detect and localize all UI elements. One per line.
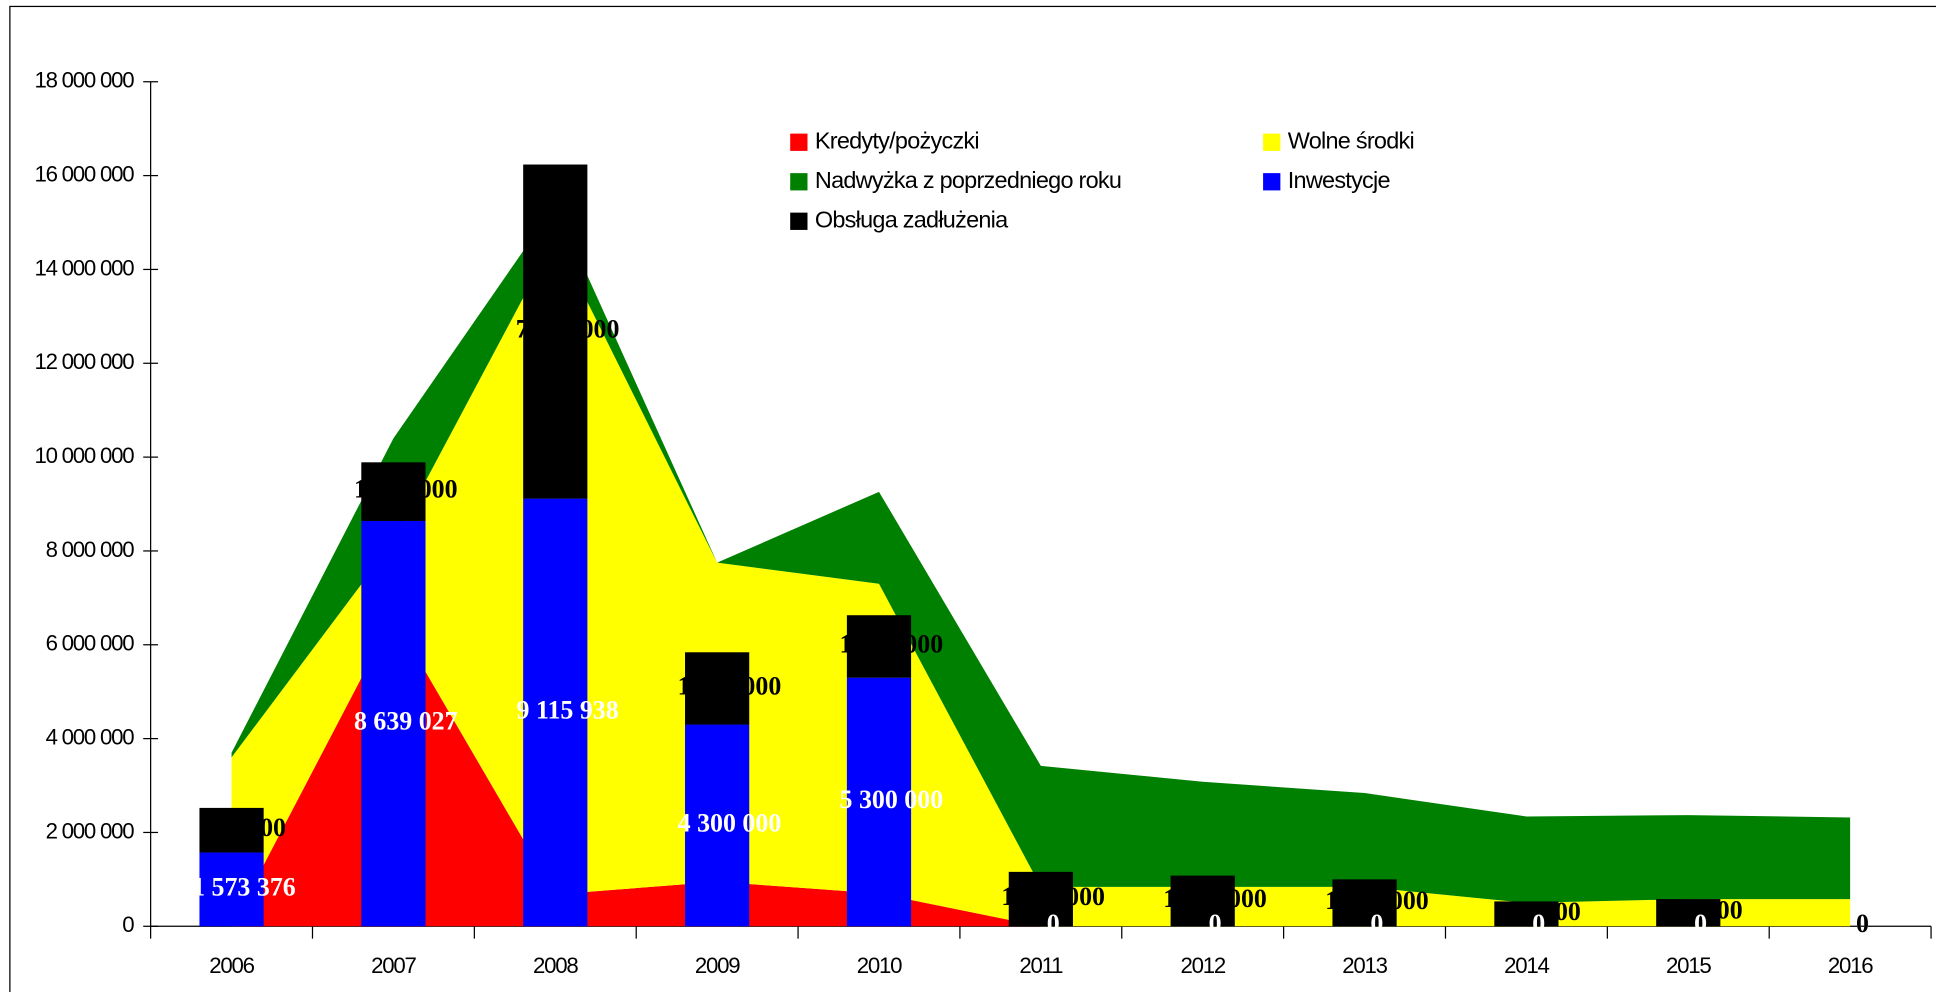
y-tick-label: 8 000 000 <box>46 537 135 562</box>
bar <box>523 164 588 499</box>
data-label: 1 540 000 <box>678 671 782 700</box>
bar <box>846 615 912 678</box>
data-label: 580 000 <box>1659 896 1743 925</box>
legend-swatch <box>790 133 808 151</box>
x-tick-label: 2016 <box>1828 953 1873 978</box>
data-label: 1 160 000 <box>1001 882 1105 911</box>
legend-label: Obsługa zadłużenia <box>815 206 1009 232</box>
bar <box>361 520 426 927</box>
legend-swatch <box>1263 173 1281 191</box>
data-label: 0 <box>1532 909 1545 938</box>
data-label: 4 300 000 <box>678 808 782 837</box>
y-tick-label: 10 000 000 <box>34 443 134 468</box>
data-label: 1 080 000 <box>1163 884 1267 913</box>
area <box>231 237 1851 927</box>
y-tick-label: 0 <box>122 912 134 937</box>
data-label: 0 <box>1047 909 1060 938</box>
bar <box>1656 899 1721 927</box>
area <box>231 204 1851 903</box>
bar <box>1008 871 1073 927</box>
data-label: 0 <box>1209 909 1222 938</box>
data-label: 1 000 000 <box>1325 886 1429 915</box>
bar <box>1170 875 1235 927</box>
y-tick-label: 4 000 000 <box>46 724 135 749</box>
data-label: 5 300 000 <box>840 785 944 814</box>
x-tick-label: 2007 <box>371 953 416 978</box>
data-label: 0 <box>1370 909 1383 938</box>
y-tick-label: 12 000 000 <box>34 349 134 374</box>
y-tick-label: 18 000 000 <box>34 68 134 93</box>
bar <box>199 807 264 853</box>
bar <box>685 724 750 927</box>
data-label: 0 <box>1856 909 1869 938</box>
data-label: 1 330 000 <box>840 629 944 658</box>
x-tick-label: 2014 <box>1504 953 1549 978</box>
bar <box>1332 879 1397 927</box>
legend-label: Kredyty/pożyczki <box>815 127 979 153</box>
data-label: 9 115 938 <box>517 695 619 724</box>
bar <box>1494 901 1559 927</box>
x-tick-label: 2011 <box>1019 953 1063 978</box>
legend-label: Inwestycje <box>1288 167 1390 193</box>
x-tick-label: 2010 <box>857 953 902 978</box>
x-tick-label: 2009 <box>695 953 740 978</box>
data-label: 1 573 376 <box>192 872 296 901</box>
frame <box>9 5 1936 992</box>
x-tick-label: 2008 <box>533 953 578 978</box>
legend-swatch <box>1263 133 1281 151</box>
bar <box>846 677 912 927</box>
x-tick-label: 2012 <box>1180 953 1225 978</box>
data-label: 1 250 000 <box>354 475 458 504</box>
y-tick-label: 16 000 000 <box>34 161 134 186</box>
x-tick-label: 2006 <box>209 953 254 978</box>
bar <box>199 852 264 927</box>
bar <box>523 498 588 927</box>
data-label: 0 <box>1694 909 1707 938</box>
x-tick-label: 2013 <box>1342 953 1387 978</box>
legend-label: Nadwyżka z poprzedniego roku <box>815 167 1121 193</box>
x-tick-label: 2015 <box>1666 953 1711 978</box>
bar <box>361 462 426 521</box>
data-label: 530 000 <box>1497 897 1581 926</box>
y-tick-label: 2 000 000 <box>46 818 135 843</box>
legend-swatch <box>790 173 808 191</box>
y-tick-label: 6 000 000 <box>46 631 135 656</box>
y-tick-label: 14 000 000 <box>34 255 134 280</box>
data-label: 950 000 <box>202 813 286 842</box>
data-label: 0 <box>1856 909 1869 938</box>
data-label: 8 639 027 <box>354 707 458 736</box>
legend-swatch <box>790 212 808 230</box>
bar <box>685 652 750 725</box>
legend-label: Wolne środki <box>1288 127 1414 153</box>
data-label: 7 120 000 <box>516 315 620 344</box>
